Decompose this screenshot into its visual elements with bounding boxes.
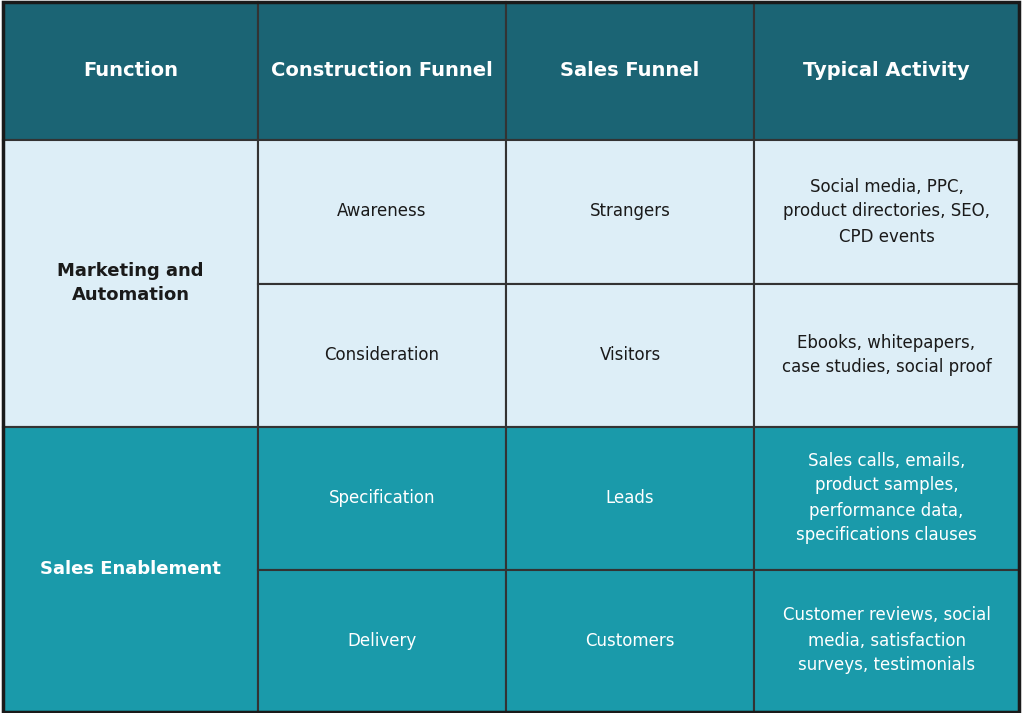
Text: Visitors: Visitors bbox=[599, 346, 660, 364]
Text: Ebooks, whitepapers,
case studies, social proof: Ebooks, whitepapers, case studies, socia… bbox=[782, 334, 991, 376]
Text: Leads: Leads bbox=[606, 489, 654, 507]
Text: Function: Function bbox=[83, 61, 178, 80]
Bar bbox=[754, 140, 1019, 284]
Bar bbox=[754, 284, 1019, 426]
Text: Specification: Specification bbox=[329, 489, 435, 507]
Bar bbox=[3, 1, 258, 140]
Text: Sales Funnel: Sales Funnel bbox=[560, 61, 700, 80]
Text: Customers: Customers bbox=[586, 632, 675, 650]
Bar bbox=[506, 1, 754, 140]
Text: Customer reviews, social
media, satisfaction
surveys, testimonials: Customer reviews, social media, satisfac… bbox=[783, 607, 990, 674]
Text: Construction Funnel: Construction Funnel bbox=[271, 61, 493, 80]
Bar bbox=[754, 1, 1019, 140]
Bar bbox=[506, 140, 754, 284]
Bar bbox=[258, 570, 506, 712]
Text: Social media, PPC,
product directories, SEO,
CPD events: Social media, PPC, product directories, … bbox=[783, 178, 990, 245]
Text: Consideration: Consideration bbox=[325, 346, 439, 364]
Bar bbox=[754, 570, 1019, 712]
Bar bbox=[506, 284, 754, 426]
Bar bbox=[258, 426, 506, 570]
Text: Marketing and
Automation: Marketing and Automation bbox=[57, 262, 203, 304]
Bar bbox=[3, 426, 258, 712]
Bar bbox=[258, 284, 506, 426]
Bar bbox=[3, 140, 258, 426]
Bar bbox=[754, 426, 1019, 570]
Text: Typical Activity: Typical Activity bbox=[803, 61, 970, 80]
Text: Sales Enablement: Sales Enablement bbox=[40, 560, 221, 578]
Text: Delivery: Delivery bbox=[347, 632, 417, 650]
Text: Strangers: Strangers bbox=[590, 202, 670, 220]
Bar bbox=[506, 570, 754, 712]
Text: Sales calls, emails,
product samples,
performance data,
specifications clauses: Sales calls, emails, product samples, pe… bbox=[796, 451, 977, 545]
Bar bbox=[258, 140, 506, 284]
Text: Awareness: Awareness bbox=[337, 202, 427, 220]
Bar bbox=[506, 426, 754, 570]
Bar bbox=[258, 1, 506, 140]
